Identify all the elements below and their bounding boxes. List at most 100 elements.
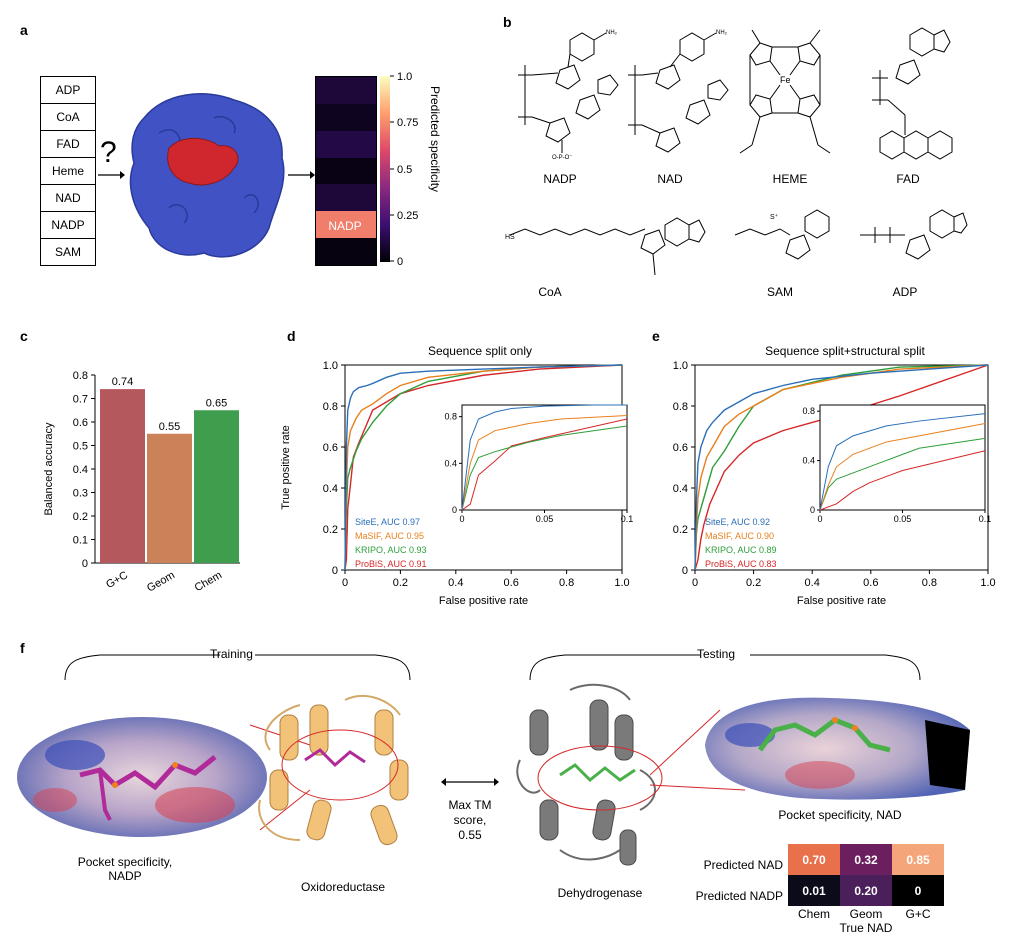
legend-entry: ProBiS, AUC 0.83 bbox=[705, 559, 777, 569]
panel-label-f: f bbox=[20, 640, 25, 656]
zoom-connector bbox=[650, 709, 746, 791]
y-tick-label: 0.4 bbox=[673, 483, 688, 495]
f-heatmap-x-label: True NAD bbox=[839, 921, 893, 935]
roc-chart-sequence: 0 0.2 0.4 0.6 0.8 1.0 0 0.2 0.4 0.6 0.8 1.0 False po… bbox=[280, 360, 634, 607]
ligand-box: CoA bbox=[40, 103, 96, 131]
arrow-right-icon bbox=[98, 171, 125, 179]
f-heatmap-cell: 0.32 bbox=[840, 844, 892, 875]
colorbar-tick: 0.5 bbox=[397, 164, 412, 176]
inset-y-tick-label: 0.8 bbox=[802, 406, 815, 416]
x-tick-label: 0.6 bbox=[504, 577, 519, 589]
sam-structure-image: S⁺ bbox=[734, 209, 830, 260]
legend-entry: KRIPO, AUC 0.89 bbox=[705, 545, 777, 555]
svg-text:NH₂: NH₂ bbox=[606, 30, 618, 36]
x-tick-label: 0 bbox=[342, 577, 348, 589]
chart-title: Sequence split+structural split bbox=[765, 344, 925, 358]
ligand-box: SAM bbox=[40, 238, 96, 266]
panel-label-c: c bbox=[20, 328, 28, 344]
ligand-box: ADP bbox=[40, 76, 96, 104]
protein-surface-image bbox=[129, 93, 285, 258]
svg-text:Fe: Fe bbox=[780, 75, 791, 85]
molecule-label: NAD bbox=[657, 172, 683, 186]
pocket-caption-nad: Pocket specificity, NAD bbox=[778, 808, 902, 822]
x-tick-label: 0.6 bbox=[863, 577, 878, 589]
molecule-label: NADP bbox=[543, 172, 577, 186]
pocket-surface-nad-image bbox=[705, 697, 970, 800]
f-heatmap-col-label: Geom bbox=[849, 907, 883, 921]
f-heatmap-row-label: Predicted NAD bbox=[703, 858, 783, 872]
inset-x-tick-label: 0 bbox=[459, 514, 464, 524]
x-tick-label: 0.2 bbox=[746, 577, 761, 589]
bar bbox=[100, 389, 145, 563]
y-tick-label: 0.1 bbox=[73, 535, 88, 547]
y-tick-label: 0.7 bbox=[73, 394, 88, 406]
heme-structure-image: Fe bbox=[739, 29, 831, 154]
inset-x-tick-label: 0.1 bbox=[621, 514, 634, 524]
colorbar bbox=[380, 76, 390, 262]
f-heatmap-row-label: Predicted NADP bbox=[695, 889, 783, 903]
colorbar-tick: 0.75 bbox=[397, 117, 418, 129]
inset-series-line bbox=[461, 404, 627, 511]
heatmap-cell bbox=[316, 130, 376, 158]
inset-series-line bbox=[819, 450, 986, 511]
heatmap-cell bbox=[316, 77, 376, 104]
heatmap-cell bbox=[316, 238, 376, 265]
inset-y-tick-label: 0.8 bbox=[444, 412, 457, 422]
legend-entry: SiteE, AUC 0.97 bbox=[355, 517, 420, 527]
roc-series-line bbox=[694, 364, 989, 571]
double-arrow-icon bbox=[441, 778, 499, 786]
inset-x-tick-label: 0.1 bbox=[979, 514, 992, 524]
colorbar-label: Predicted specificity bbox=[428, 86, 442, 192]
inset-series-line bbox=[461, 418, 628, 511]
molecule-label: FAD bbox=[896, 172, 920, 186]
training-label: Training bbox=[210, 647, 253, 661]
testing-label: Testing bbox=[697, 647, 736, 661]
f-heatmap-col-label: G+C bbox=[905, 907, 931, 921]
bar bbox=[147, 433, 192, 563]
f-heatmap-col-label: Chem bbox=[797, 907, 830, 921]
roc-series-line bbox=[344, 364, 623, 571]
svg-text:S⁺: S⁺ bbox=[770, 213, 779, 221]
roc-series-line bbox=[694, 364, 989, 571]
f-heatmap-cell: 0.70 bbox=[788, 844, 840, 875]
inset-y-tick-label: 0.4 bbox=[444, 458, 457, 468]
x-tick-label: 0 bbox=[692, 577, 698, 589]
inset-y-tick-label: 0 bbox=[452, 505, 457, 515]
ligand-box: NAD bbox=[40, 184, 96, 212]
arrow-right-icon bbox=[288, 171, 315, 179]
legend-entry: MaSIF, AUC 0.95 bbox=[355, 531, 424, 541]
oxidoreductase-structure-image bbox=[258, 695, 409, 846]
y-tick-label: 0.8 bbox=[73, 370, 88, 382]
protein-name-oxidoreductase: Oxidoreductase bbox=[300, 880, 386, 894]
bar-value-label: 0.55 bbox=[159, 421, 180, 433]
ligand-list: ADP CoA FAD Heme NAD NADP SAM bbox=[40, 76, 96, 266]
roc-series-line bbox=[694, 364, 989, 571]
y-tick-label: 0 bbox=[332, 565, 338, 577]
bar bbox=[194, 410, 239, 563]
panel-label-b: b bbox=[503, 14, 512, 30]
panel-label-e: e bbox=[652, 328, 660, 344]
svg-text:HS: HS bbox=[505, 234, 515, 241]
x-tick-label: 1.0 bbox=[980, 577, 995, 589]
training-bracket bbox=[64, 654, 411, 681]
f-heatmap-cell: 0.01 bbox=[788, 875, 840, 906]
y-axis-label: Balanced accuracy bbox=[43, 422, 55, 515]
legend-entry: SiteE, AUC 0.92 bbox=[705, 517, 770, 527]
y-tick-label: 0.8 bbox=[673, 401, 688, 413]
svg-text:O-P-O⁻: O-P-O⁻ bbox=[552, 155, 573, 160]
x-tick-label: Chem bbox=[193, 569, 224, 594]
bar-chart: 0 0.1 0.2 0.3 0.4 0.5 0.6 0.7 0.8 0.74 G+C 0.55 Geom… bbox=[43, 370, 240, 595]
y-tick-label: 0.6 bbox=[323, 442, 338, 454]
svg-text:NH₂: NH₂ bbox=[716, 30, 728, 36]
inset-series-line bbox=[819, 413, 986, 511]
question-mark: ? bbox=[100, 136, 117, 169]
y-tick-label: 0.4 bbox=[73, 464, 88, 476]
roc-series-line bbox=[344, 364, 623, 571]
f-heatmap-cell: 0 bbox=[892, 875, 944, 906]
y-tick-label: 1.0 bbox=[323, 360, 338, 372]
molecule-label: ADP bbox=[892, 285, 918, 299]
coa-structure-image: HS bbox=[505, 217, 706, 276]
y-tick-label: 0.2 bbox=[323, 524, 338, 536]
x-tick-label: 1.0 bbox=[614, 577, 629, 589]
svg-text:Predicted specificity: Predicted specificity bbox=[428, 86, 442, 192]
